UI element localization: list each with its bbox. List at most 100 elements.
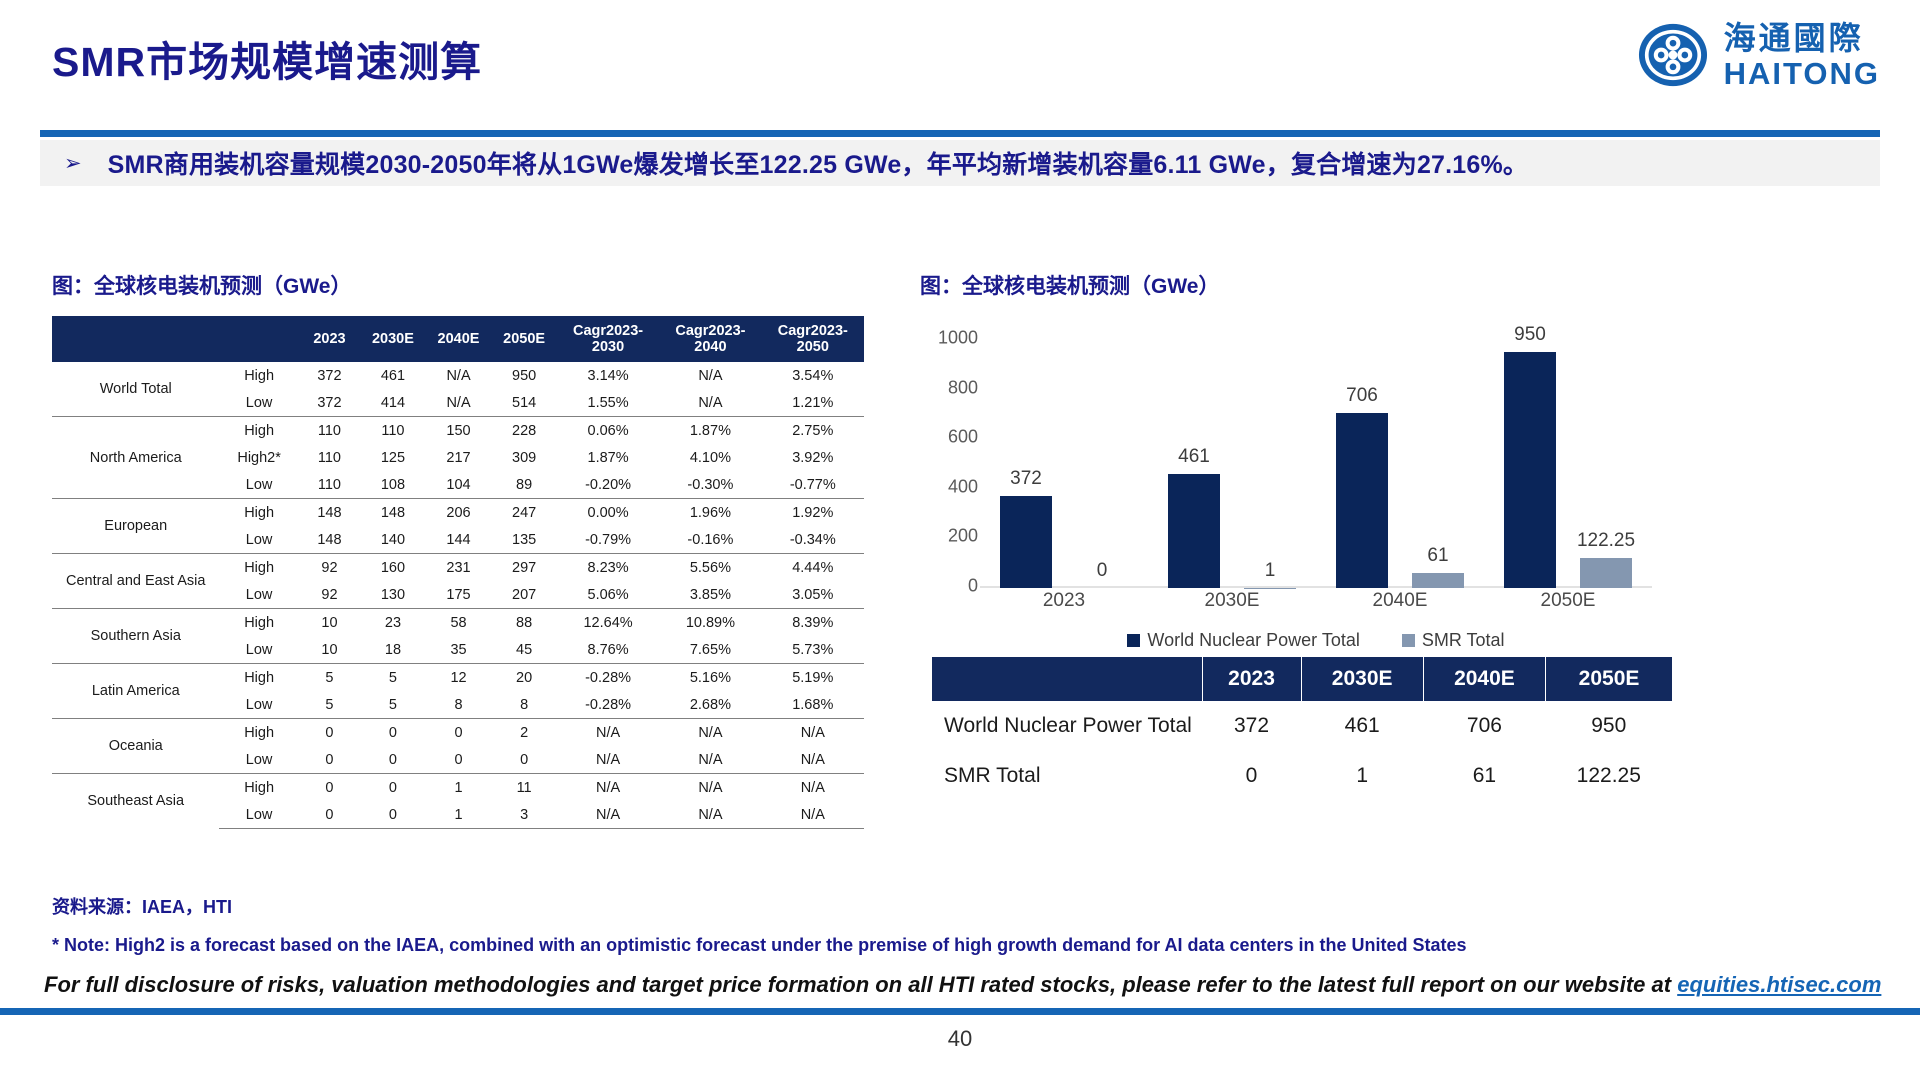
table-cell: 372: [317, 367, 342, 384]
table-cell: 88: [491, 608, 557, 636]
table-cell: 45: [516, 641, 533, 658]
table-cell: N/A: [800, 751, 825, 768]
table-cell: 8.23%: [556, 553, 660, 581]
bar-value-label: 372: [1010, 467, 1042, 489]
table-cell: 18: [384, 641, 402, 658]
table-row: Southeast Asia High 0 0 1 11 N/A N/A N/A: [52, 773, 864, 829]
table-cell: 92: [298, 553, 361, 581]
y-tick-label: 600: [947, 426, 978, 447]
scenario-label: High: [219, 608, 299, 636]
table-cell: 8.39%: [761, 608, 864, 636]
column-header-blank: [932, 657, 1202, 701]
table-cell: 206: [425, 498, 492, 526]
table-cell: 5.16%: [659, 663, 762, 691]
forecast-table-body: World Total High 372 461 N/A 950 3.14% N/A 3.54%…: [52, 362, 864, 829]
table-cell: 58: [425, 608, 492, 636]
table-cell: 309: [512, 449, 537, 466]
column-header-blank: [52, 316, 220, 362]
table-cell: -0.28%: [556, 663, 660, 691]
page-title: SMR市场规模增速测算: [52, 39, 483, 85]
table-cell: 0.00%: [556, 498, 660, 526]
table-cell: 8: [520, 696, 529, 713]
bar-value-label: 1: [1264, 559, 1276, 581]
region-label: Latin America: [52, 663, 220, 719]
bar-world-nuclear: 461: [1168, 446, 1220, 588]
table-cell: 461: [1344, 714, 1380, 737]
table-cell: 3.05%: [792, 586, 834, 603]
scenario-label: High: [219, 553, 299, 581]
disclaimer-link[interactable]: equities.htisec.com: [1677, 972, 1882, 997]
table-cell: 706: [1466, 714, 1502, 737]
scenario-label: High2*: [237, 449, 281, 466]
scenario-label: High: [244, 367, 275, 384]
logo-text-en: HAITONG: [1723, 55, 1880, 91]
scenario-label: Low: [245, 641, 273, 658]
table-row: Low 0 0 1 3 N/A N/A N/A: [52, 801, 864, 829]
table-cell: 135: [512, 531, 537, 548]
table-cell: 3: [491, 801, 557, 829]
table-cell: 1.87%: [659, 416, 762, 444]
table-cell: 5: [298, 663, 361, 691]
table-header-row: 2023 2030E 2040E 2050E: [932, 657, 1672, 701]
legend-item[interactable]: World Nuclear Power Total: [1127, 630, 1360, 651]
table-cell: N/A: [556, 773, 660, 801]
footnote: * Note: High2 is a forecast based on the…: [52, 935, 1467, 955]
table-cell: 0: [425, 718, 492, 746]
table-cell: 8: [454, 696, 463, 713]
table-cell: 3.85%: [689, 586, 731, 603]
table-cell: 92: [321, 586, 338, 603]
column-header-2040e: 2040E: [1422, 657, 1546, 701]
x-tick-label: 2030E: [1204, 590, 1260, 611]
table-cell: 0: [454, 751, 463, 768]
column-header-2023: 2023: [298, 316, 361, 362]
table-cell: 10.89%: [659, 608, 762, 636]
table-cell: -0.77%: [789, 476, 836, 493]
banner-text: SMR商用装机容量规模2030-2050年将从1GWe爆发增长至122.25 G…: [107, 151, 1529, 179]
bar-smr: 122.25: [1577, 530, 1635, 588]
table-cell: 1.87%: [587, 449, 629, 466]
bar-value-label: 706: [1346, 384, 1378, 406]
y-tick-label: 200: [947, 525, 978, 546]
x-tick-label: 2050E: [1540, 590, 1596, 611]
table-cell: 148: [298, 498, 361, 526]
table-cell: 1.96%: [659, 498, 762, 526]
table-cell: 130: [380, 586, 406, 603]
table-cell: 108: [380, 476, 406, 493]
table-cell: 8.76%: [587, 641, 629, 658]
right-figure-caption: 图：全球核电装机预测（GWe）: [920, 275, 1220, 298]
bar-value-label: 950: [1514, 324, 1546, 346]
forecast-table: 2023 2030E 2040E 2050E Cagr2023-2030 Cagr2023…: [52, 316, 864, 829]
table-cell: 1.55%: [587, 394, 629, 411]
table-cell: 3.92%: [792, 449, 834, 466]
bar-world-nuclear: 706: [1336, 385, 1388, 588]
table-cell: 0: [360, 718, 426, 746]
logo-text-cn: 海通國際: [1723, 19, 1864, 56]
table-cell: 0.06%: [556, 416, 660, 444]
region-label: Southeast Asia: [52, 773, 220, 829]
scenario-label: High: [219, 773, 299, 801]
table-row: Low 10 18 35 45 8.76% 7.65% 5.73%: [52, 636, 864, 664]
table-cell: N/A: [761, 801, 864, 829]
table-cell: -0.34%: [789, 531, 836, 548]
table-cell: 0: [388, 751, 397, 768]
table-cell: 0: [298, 801, 361, 829]
region-label: World Total: [99, 381, 172, 397]
source-note: 资料来源：IAEA，HTI: [52, 897, 232, 917]
table-row: Low 372 414 N/A 514 1.55% N/A 1.21%: [52, 389, 864, 417]
table-cell: 2.68%: [689, 696, 731, 713]
table-cell: 247: [491, 498, 557, 526]
row-label: World Nuclear Power Total: [944, 714, 1192, 737]
column-header-cagr2023-2050: Cagr2023-2050: [761, 316, 864, 362]
table-cell: 148: [360, 498, 426, 526]
table-cell: 461: [380, 367, 406, 384]
legend-item[interactable]: SMR Total: [1401, 630, 1505, 651]
table-cell: 110: [317, 449, 341, 466]
forecast-table-head: 2023 2030E 2040E 2050E Cagr2023-2030 Cagr2023…: [52, 316, 864, 362]
bar-group: 372 0: [980, 318, 1148, 588]
left-figure-caption: 图：全球核电装机预测（GWe）: [52, 275, 352, 298]
table-row: Southern Asia High 10 23 58 88 12.64% 10.89% 8.3…: [52, 608, 864, 664]
region-label: Central and East Asia: [52, 553, 220, 609]
scenario-label: High: [219, 718, 299, 746]
table-cell: 110: [360, 416, 426, 444]
bar-value-label: 461: [1178, 445, 1210, 467]
